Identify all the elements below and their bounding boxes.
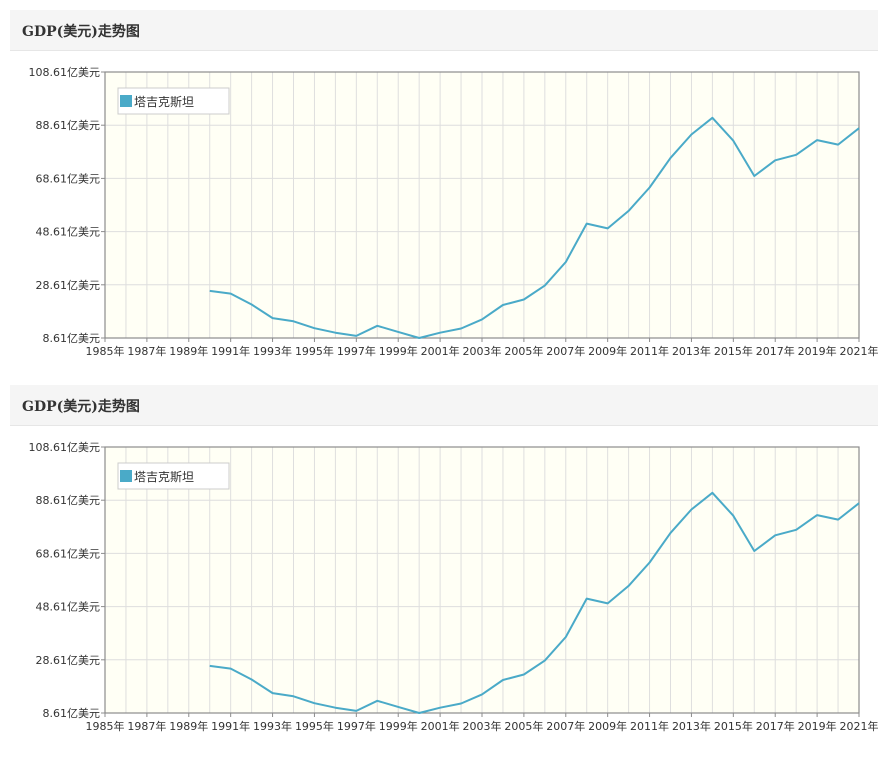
series-line: [209, 491, 860, 714]
y-tick-label: 48.61亿美元: [36, 601, 101, 614]
x-tick-label: 2021年: [840, 344, 879, 358]
x-tick-label: 2011年: [630, 719, 669, 733]
x-tick-label: 2011年: [630, 344, 669, 358]
x-tick-label: 1995年: [295, 344, 334, 358]
x-tick-label: 2017年: [756, 344, 795, 358]
y-tick-label: 68.61亿美元: [36, 172, 101, 185]
x-tick-label: 2013年: [672, 344, 711, 358]
y-tick-label: 88.61亿美元: [36, 494, 101, 507]
gdp-line-chart: 8.61亿美元 28.61亿美元 48.61亿美元 68.61亿美元 88.61亿美元 1…: [29, 441, 879, 733]
y-tick-label: 8.61亿美元: [43, 332, 101, 345]
x-tick-label: 2015年: [714, 344, 753, 358]
x-tick-label: 2019年: [798, 344, 837, 358]
x-tick-label: 2003年: [463, 344, 502, 358]
x-tick-label: 1987年: [127, 344, 166, 358]
y-tick-label: 28.61亿美元: [36, 654, 101, 667]
gdp-chart-panel-1: GDP(美元)走势图 8.61亿美元 28.61亿美元 48.61亿美元 68.61亿…: [10, 10, 879, 375]
legend-swatch: [120, 470, 132, 482]
x-tick-label: 1997年: [337, 719, 376, 733]
y-tick-label: 108.61亿美元: [29, 66, 101, 79]
x-tick-label: 1985年: [86, 719, 125, 733]
x-tick-label: 2005年: [504, 719, 543, 733]
x-tick-label: 2021年: [840, 719, 879, 733]
gdp-line-chart: 8.61亿美元 28.61亿美元 48.61亿美元 68.61亿美元 88.61亿美元 1…: [29, 66, 879, 358]
x-tick-label: 1993年: [253, 344, 292, 358]
y-tick-label: 68.61亿美元: [36, 547, 101, 560]
x-tick-label: 2001年: [421, 344, 460, 358]
x-tick-label: 2009年: [588, 344, 627, 358]
panel-header: GDP(美元)走势图: [10, 385, 878, 426]
x-tick-label: 2017年: [756, 719, 795, 733]
x-tick-label: 2007年: [546, 719, 585, 733]
series-line: [209, 116, 860, 339]
x-tick-label: 1985年: [86, 344, 125, 358]
gdp-chart-panel-2: GDP(美元)走势图 8.61亿美元 28.61亿美元 48.61亿美元 68.61亿…: [10, 385, 879, 755]
x-tick-label: 2007年: [546, 344, 585, 358]
panel-title: GDP(美元)走势图: [22, 399, 140, 415]
x-tick-label: 1991年: [211, 344, 250, 358]
x-tick-label: 1999年: [379, 344, 418, 358]
legend-label: 塔吉克斯坦: [134, 470, 194, 484]
legend-swatch: [120, 95, 132, 107]
plot-border: [104, 71, 860, 339]
x-tick-label: 2001年: [421, 719, 460, 733]
x-tick-label: 1997年: [337, 344, 376, 358]
x-tick-label: 2005年: [504, 344, 543, 358]
x-tick-label: 1995年: [295, 719, 334, 733]
legend-box: [117, 87, 230, 115]
x-tick-label: 2019年: [798, 719, 837, 733]
y-tick-label: 28.61亿美元: [36, 279, 101, 292]
legend: 塔吉克斯坦: [117, 462, 230, 490]
x-tick-label: 1989年: [169, 719, 208, 733]
x-tick-label: 1993年: [253, 719, 292, 733]
y-tick-label: 88.61亿美元: [36, 119, 101, 132]
x-tick-label: 1999年: [379, 719, 418, 733]
y-tick-label: 8.61亿美元: [43, 707, 101, 720]
x-tick-label: 2003年: [463, 719, 502, 733]
y-tick-label: 108.61亿美元: [29, 441, 101, 454]
x-tick-label: 1991年: [211, 719, 250, 733]
x-tick-label: 2009年: [588, 719, 627, 733]
legend: 塔吉克斯坦: [117, 87, 230, 115]
x-tick-label: 2013年: [672, 719, 711, 733]
panel-header: GDP(美元)走势图: [10, 10, 878, 51]
plot-border: [104, 446, 860, 714]
x-tick-label: 1989年: [169, 344, 208, 358]
x-tick-label: 2015年: [714, 719, 753, 733]
x-tick-label: 1987年: [127, 719, 166, 733]
y-tick-label: 48.61亿美元: [36, 226, 101, 239]
panel-title: GDP(美元)走势图: [22, 24, 140, 40]
legend-box: [117, 462, 230, 490]
legend-label: 塔吉克斯坦: [134, 95, 194, 109]
